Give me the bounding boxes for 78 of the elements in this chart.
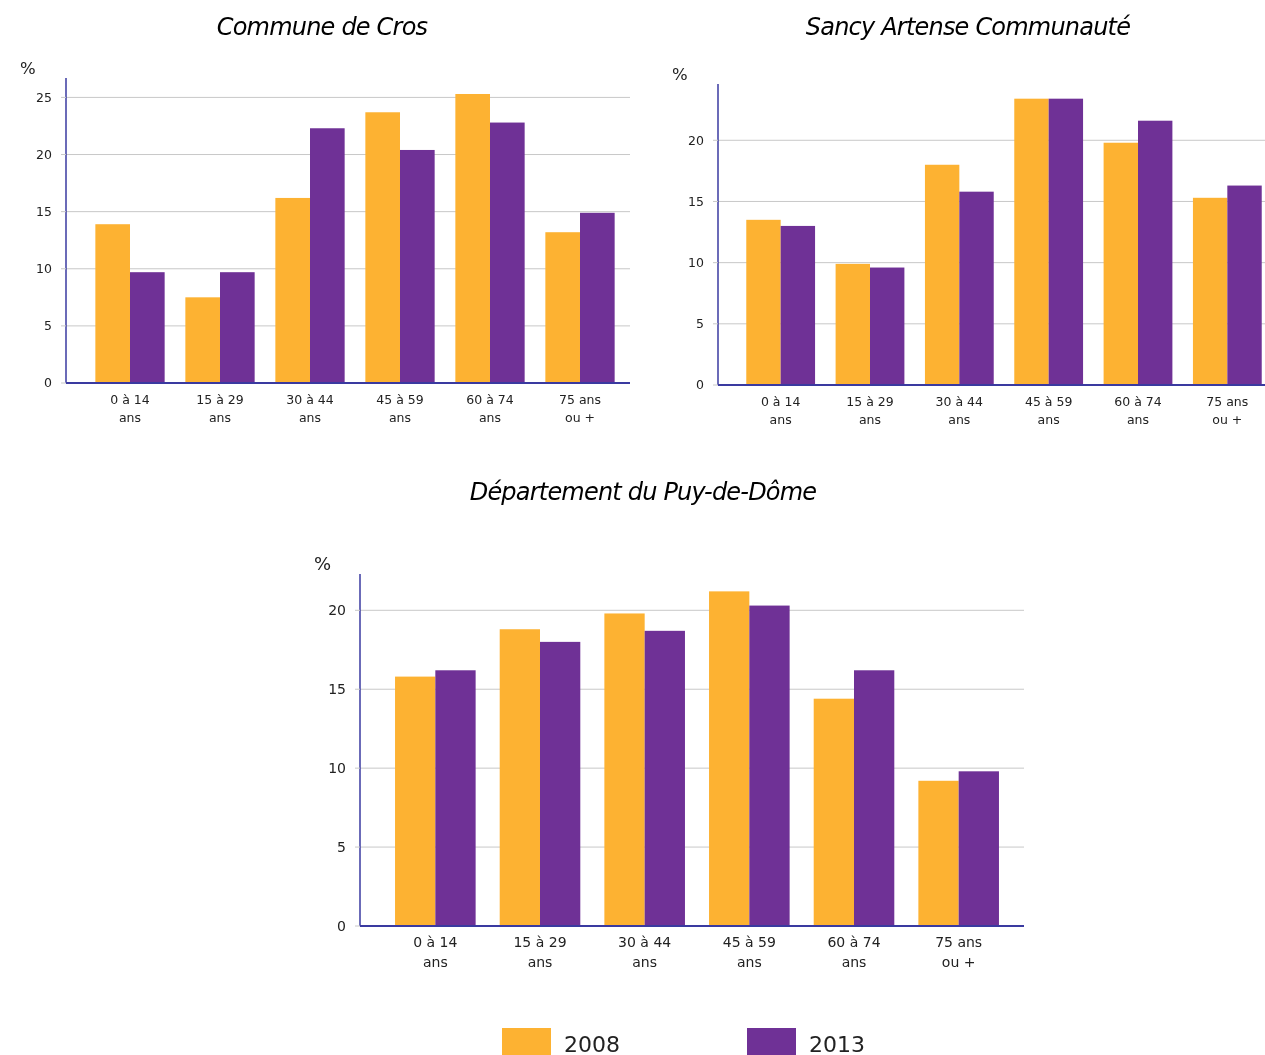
bar — [746, 219, 781, 385]
x-tick-label: 45 à 59 ans — [376, 392, 424, 426]
bar — [130, 272, 165, 383]
bar — [780, 225, 816, 385]
bar — [365, 112, 400, 383]
y-tick-label: 10 — [688, 255, 705, 271]
bar — [310, 128, 345, 383]
legend-label: 2008 — [564, 1032, 620, 1055]
x-tick-label: 45 à 59 ans — [722, 934, 776, 971]
y-axis-title: % — [314, 553, 332, 574]
bar — [644, 630, 685, 926]
bar — [1048, 98, 1084, 385]
y-tick-label: 15 — [328, 681, 346, 698]
bar — [395, 676, 436, 926]
y-tick-label: 5 — [696, 316, 704, 332]
bar — [958, 771, 999, 926]
y-tick-label: 25 — [36, 89, 52, 105]
bar — [545, 232, 580, 383]
chart-title: Commune de Cros — [216, 13, 428, 41]
bar — [540, 641, 581, 926]
bar — [95, 224, 130, 383]
y-tick-label: 15 — [36, 204, 52, 220]
bar — [835, 263, 870, 385]
x-tick-label: 30 à 44 ans — [935, 394, 984, 428]
y-tick-label: 15 — [688, 193, 704, 209]
bar — [400, 149, 435, 383]
y-tick-label: 20 — [328, 602, 346, 619]
x-tick-label: 60 à 74 ans — [1114, 394, 1162, 428]
y-tick-label: 5 — [44, 318, 52, 334]
bar — [604, 613, 645, 926]
bar — [709, 591, 750, 926]
bar — [455, 93, 490, 383]
bar — [275, 197, 310, 383]
bar — [1014, 98, 1049, 385]
bar — [959, 191, 994, 385]
bar — [1192, 197, 1228, 385]
bar — [185, 297, 220, 383]
x-tick-label: 15 à 29 ans — [846, 394, 894, 428]
y-axis-title: % — [20, 59, 36, 78]
y-tick-label: 5 — [337, 838, 346, 855]
y-tick-label: 10 — [328, 760, 346, 777]
bar — [870, 267, 905, 385]
y-axis-title: % — [672, 65, 688, 84]
x-tick-label: 45 à 59 ans — [1024, 394, 1073, 428]
bar — [220, 272, 255, 383]
bar — [924, 164, 960, 385]
y-tick-label: 0 — [337, 917, 346, 934]
y-tick-label: 10 — [36, 261, 53, 277]
bar — [435, 670, 476, 926]
x-tick-label: 75 ans ou + — [559, 392, 601, 426]
bar — [490, 122, 525, 383]
x-tick-label: 60 à 74 ans — [466, 392, 514, 426]
legend-label: 2013 — [809, 1032, 865, 1055]
y-tick-label: 20 — [36, 146, 53, 162]
bar — [854, 670, 895, 926]
x-tick-label: 60 à 74 ans — [827, 934, 881, 971]
x-tick-label: 0 à 14 ans — [760, 394, 801, 428]
bar — [1138, 120, 1173, 385]
x-tick-label: 30 à 44 ans — [286, 392, 334, 426]
bar — [580, 212, 615, 383]
chart-title: Sancy Artense Communauté — [805, 13, 1131, 41]
chart-title: Département du Puy-de-Dôme — [469, 478, 817, 506]
y-tick-label: 0 — [696, 377, 705, 393]
x-tick-label: 30 à 44 ans — [618, 934, 672, 971]
x-tick-label: 0 à 14 ans — [413, 934, 458, 971]
y-tick-label: 20 — [688, 132, 705, 148]
y-tick-label: 0 — [44, 375, 53, 391]
x-tick-label: 75 ans ou + — [1206, 394, 1249, 428]
bar — [813, 698, 854, 926]
x-tick-label: 0 à 14 ans — [110, 392, 150, 426]
bar — [1227, 185, 1262, 385]
x-tick-label: 15 à 29 ans — [513, 934, 567, 971]
x-tick-label: 75 ans ou + — [935, 934, 983, 971]
x-tick-label: 15 à 29 ans — [196, 392, 244, 426]
bar — [499, 629, 540, 926]
bar — [1103, 142, 1138, 385]
bar — [749, 605, 790, 926]
bar — [918, 780, 959, 926]
